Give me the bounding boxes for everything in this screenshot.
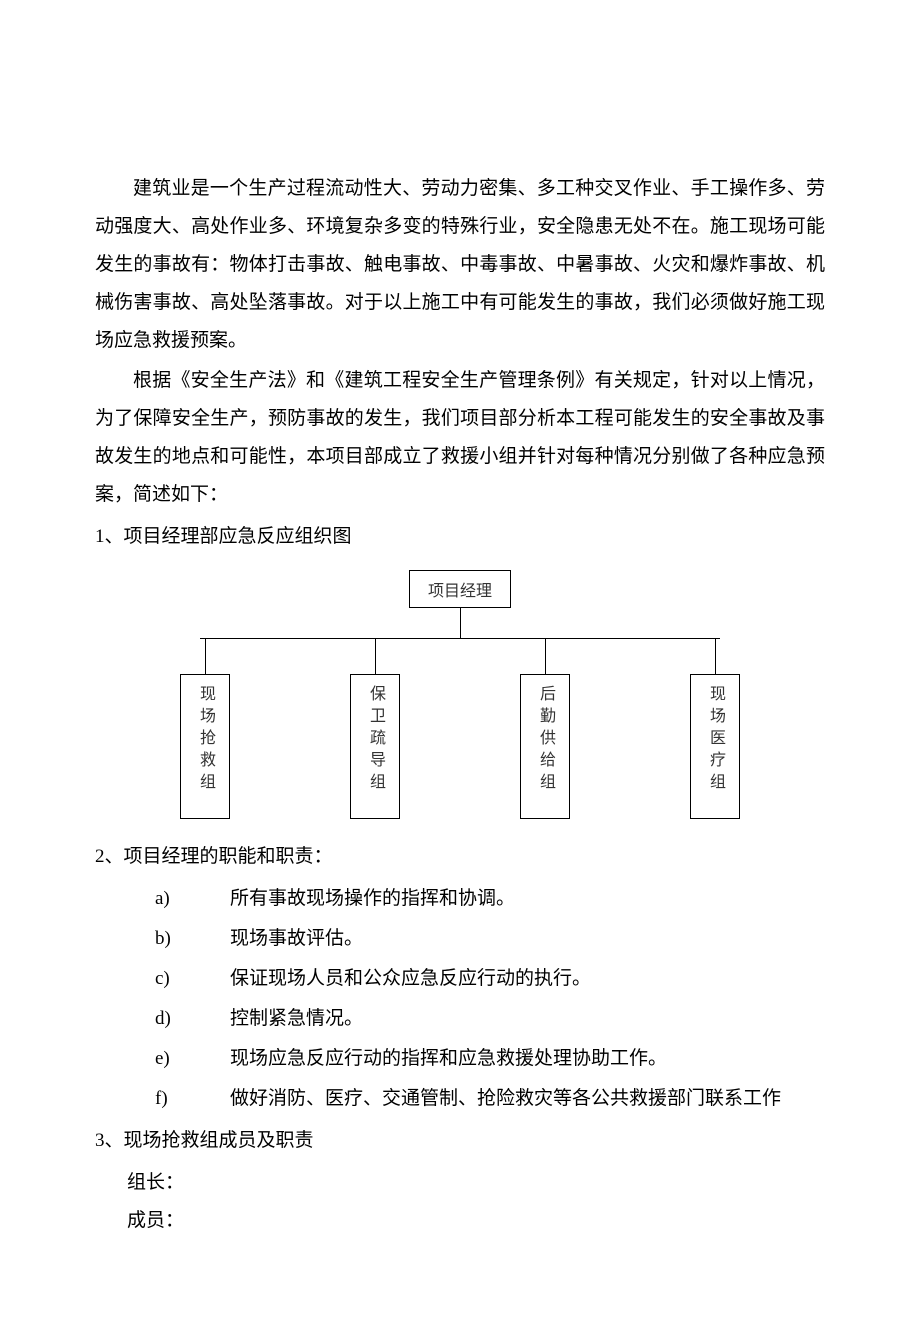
duty-text-c: 保证现场人员和公众应急反应行动的执行。 <box>230 960 591 998</box>
duty-marker-a: a) <box>155 880 230 918</box>
org-child-4: 现场医疗组 <box>690 639 740 819</box>
duty-text-a: 所有事故现场操作的指挥和协调。 <box>230 880 515 918</box>
org-child-2: 保卫疏导组 <box>350 639 400 819</box>
org-child-connector-2 <box>375 639 376 674</box>
org-child-connector-1 <box>205 639 206 674</box>
duty-marker-e: e) <box>155 1040 230 1078</box>
duty-text-e: 现场应急反应行动的指挥和应急救援处理协助工作。 <box>230 1040 667 1078</box>
org-child-connector-3 <box>545 639 546 674</box>
org-child-box-1: 现场抢救组 <box>180 674 230 819</box>
org-child-connector-4 <box>715 639 716 674</box>
duty-marker-f: f) <box>155 1080 230 1118</box>
org-child-box-4: 现场医疗组 <box>690 674 740 819</box>
duty-item-b: b) 现场事故评估。 <box>155 920 825 958</box>
intro-paragraph-1: 建筑业是一个生产过程流动性大、劳动力密集、多工种交叉作业、手工操作多、劳动强度大… <box>95 170 825 360</box>
org-child-3: 后勤供给组 <box>520 639 570 819</box>
duty-text-f: 做好消防、医疗、交通管制、抢险救灾等各公共救援部门联系工作 <box>230 1080 781 1118</box>
intro-paragraph-2: 根据《安全生产法》和《建筑工程安全生产管理条例》有关规定，针对以上情况，为了保障… <box>95 362 825 514</box>
org-children-row: 现场抢救组 保卫疏导组 后勤供给组 现场医疗组 <box>180 639 740 819</box>
org-child-box-3: 后勤供给组 <box>520 674 570 819</box>
org-connector-top <box>460 608 461 638</box>
duty-item-d: d) 控制紧急情况。 <box>155 1000 825 1038</box>
members-member: 成员： <box>95 1202 825 1240</box>
duties-list: a) 所有事故现场操作的指挥和协调。 b) 现场事故评估。 c) 保证现场人员和… <box>95 880 825 1118</box>
org-root-box: 项目经理 <box>409 570 511 608</box>
org-child-box-2: 保卫疏导组 <box>350 674 400 819</box>
duty-item-a: a) 所有事故现场操作的指挥和协调。 <box>155 880 825 918</box>
duty-item-e: e) 现场应急反应行动的指挥和应急救援处理协助工作。 <box>155 1040 825 1078</box>
members-leader: 组长： <box>95 1164 825 1202</box>
duty-text-d: 控制紧急情况。 <box>230 1000 363 1038</box>
org-chart: 项目经理 现场抢救组 保卫疏导组 后勤供给组 现场医疗组 <box>95 560 825 834</box>
duty-item-c: c) 保证现场人员和公众应急反应行动的执行。 <box>155 960 825 998</box>
section-heading-1: 1、项目经理部应急反应组织图 <box>95 518 825 556</box>
duty-marker-b: b) <box>155 920 230 958</box>
duty-marker-d: d) <box>155 1000 230 1038</box>
section-heading-2: 2、项目经理的职能和职责： <box>95 838 825 876</box>
section-heading-3: 3、现场抢救组成员及职责 <box>95 1122 825 1160</box>
duty-item-f: f) 做好消防、医疗、交通管制、抢险救灾等各公共救援部门联系工作 <box>155 1080 825 1118</box>
duty-marker-c: c) <box>155 960 230 998</box>
org-child-1: 现场抢救组 <box>180 639 230 819</box>
duty-text-b: 现场事故评估。 <box>230 920 363 958</box>
